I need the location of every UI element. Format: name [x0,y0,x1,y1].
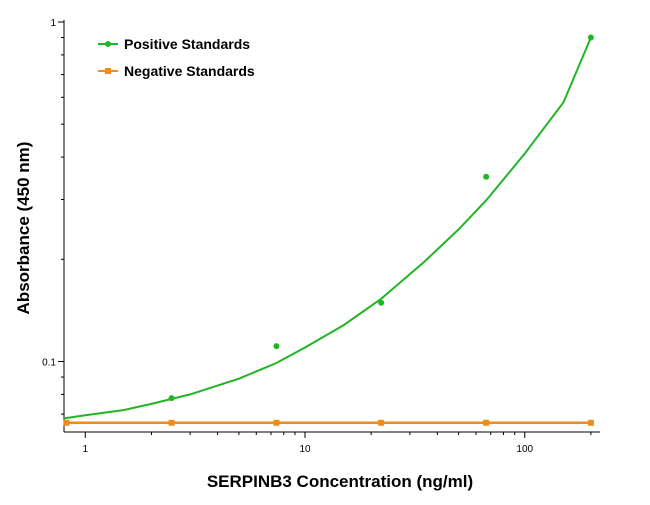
plot-axes [63,20,600,433]
x-tick-label: 1 [83,444,89,455]
data-point [63,419,70,426]
legend-marker [105,68,111,74]
series-layer [63,34,594,426]
data-point [168,395,175,402]
x-tick-label: 100 [516,444,533,455]
x-axis-title: SERPINB3 Concentration (ng/ml) [207,472,473,491]
data-point [168,419,175,426]
legend-label: Positive Standards [124,36,250,52]
y-tick-label: 0.1 [42,358,56,369]
x-tick-label: 10 [299,444,311,455]
data-point [273,419,280,426]
series-1 [63,34,594,420]
data-point [587,419,594,426]
legend-marker [105,41,111,47]
fit-curve [63,37,592,420]
data-point [378,419,385,426]
data-point [378,299,385,306]
data-point [483,419,490,426]
axis-ticks: 1 10 100 0.1 1 [42,18,592,455]
data-point [273,343,280,350]
legend: Positive Standards Negative Standards [98,36,255,79]
legend-item: Negative Standards [98,63,255,79]
y-axis-title: Absorbance (450 nm) [14,142,33,315]
data-point [483,173,490,180]
y-tick-label: 1 [50,18,56,29]
legend-item: Positive Standards [98,36,250,52]
series-2 [63,419,594,426]
legend-label: Negative Standards [124,63,255,79]
data-point [587,34,594,41]
